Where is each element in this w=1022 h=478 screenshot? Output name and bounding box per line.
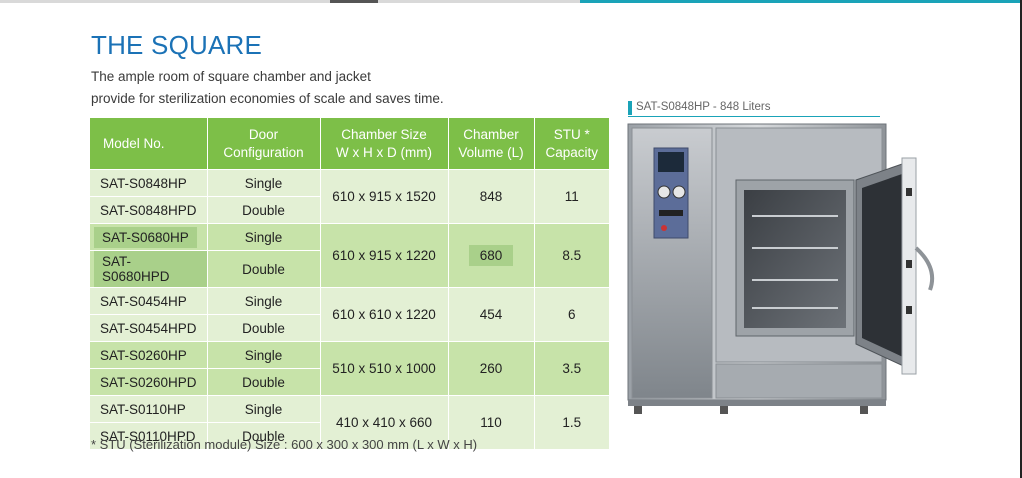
table-row: SAT-S0680HPD Double — [90, 250, 609, 288]
table-row: SAT-S0454HP Single 610 x 610 x 1220 454 … — [90, 287, 609, 342]
door-cell: Single — [206, 287, 320, 315]
volume-cell: 848 — [447, 169, 534, 224]
header-size: Chamber Size W x H x D (mm) — [319, 118, 448, 170]
top-divider — [0, 0, 580, 3]
volume-cell: 260 — [447, 341, 534, 396]
volume-cell: 110 — [447, 395, 534, 449]
top-accent-bar — [580, 0, 1022, 3]
model-cell: SAT-S0680HP — [90, 223, 207, 251]
door-cell: Double — [206, 196, 320, 224]
table-row: SAT-S0848HP Single 610 x 915 x 1520 848 … — [90, 169, 609, 224]
size-cell: 610 x 610 x 1220 — [319, 287, 448, 342]
size-cell: 410 x 410 x 660 — [319, 395, 448, 449]
footnote: * STU (Sterilization module) Size : 600 … — [91, 437, 478, 452]
door-cell: Double — [206, 368, 320, 396]
spec-table: Model No. Door Configuration Chamber Size… — [90, 118, 609, 449]
model-highlight: SAT-S0680HPD — [94, 251, 207, 287]
table-row: SAT-S0848HPD Double — [90, 196, 609, 224]
model-cell: SAT-S0680HPD — [90, 250, 207, 288]
control-panel — [653, 147, 689, 239]
top-divider-mark — [330, 0, 378, 3]
table-row: SAT-S0110HPD Double — [90, 422, 609, 449]
table-row: SAT-S0680HP Single 610 x 915 x 1220 680 … — [90, 223, 609, 288]
model-cell: SAT-S0848HP — [90, 169, 207, 197]
door-cell: Single — [206, 169, 320, 197]
table-row: SAT-S0454HPD Double — [90, 314, 609, 342]
header-stu: STU * Capacity — [533, 118, 609, 170]
volume-highlight: 680 — [468, 245, 514, 266]
table-row: SAT-S0260HP Single 510 x 510 x 1000 260 … — [90, 341, 609, 396]
model-cell: SAT-S0110HPD — [90, 422, 207, 449]
stu-cell: 3.5 — [533, 341, 609, 396]
page-subtitle: The ample room of square chamber and jac… — [91, 66, 444, 110]
open-door — [855, 157, 935, 375]
door-cell: Double — [206, 250, 320, 288]
model-cell: SAT-S0260HP — [90, 341, 207, 369]
door-cell: Single — [206, 341, 320, 369]
photo-caption: SAT-S0848HP - 848 Liters — [636, 101, 771, 113]
model-cell: SAT-S0848HPD — [90, 196, 207, 224]
door-cell: Single — [206, 223, 320, 251]
stu-cell: 1.5 — [533, 395, 609, 449]
header-model: Model No. — [90, 118, 207, 170]
header-volume: Chamber Volume (L) — [447, 118, 534, 170]
subtitle-line-1: The ample room of square chamber and jac… — [91, 69, 371, 84]
volume-cell: 680 — [447, 223, 534, 288]
model-cell: SAT-S0454HPD — [90, 314, 207, 342]
stu-cell: 8.5 — [533, 223, 609, 288]
volume-cell: 454 — [447, 287, 534, 342]
model-cell: SAT-S0260HPD — [90, 368, 207, 396]
subtitle-line-2: provide for sterilization economies of s… — [91, 91, 444, 106]
table-row: SAT-S0110HP Single 410 x 410 x 660 110 1… — [90, 395, 609, 449]
caption-marker — [628, 101, 632, 115]
table-row: SAT-S0260HPD Double — [90, 368, 609, 396]
size-cell: 610 x 915 x 1520 — [319, 169, 448, 224]
chamber-opening — [735, 179, 855, 337]
stu-cell: 11 — [533, 169, 609, 224]
page-edge — [1020, 0, 1022, 478]
size-cell: 510 x 510 x 1000 — [319, 341, 448, 396]
door-cell: Single — [206, 395, 320, 423]
page-title: THE SQUARE — [91, 30, 263, 60]
table-header-row: Model No. Door Configuration Chamber Size… — [90, 118, 609, 170]
model-cell: SAT-S0110HP — [90, 395, 207, 423]
size-cell: 610 x 915 x 1220 — [319, 223, 448, 288]
door-cell: Double — [206, 422, 320, 449]
door-cell: Double — [206, 314, 320, 342]
caption-underline — [628, 116, 880, 117]
stu-cell: 6 — [533, 287, 609, 342]
sterilizer-image — [627, 123, 935, 414]
header-door: Door Configuration — [206, 118, 320, 170]
model-cell: SAT-S0454HP — [90, 287, 207, 315]
model-highlight: SAT-S0680HP — [94, 226, 197, 248]
